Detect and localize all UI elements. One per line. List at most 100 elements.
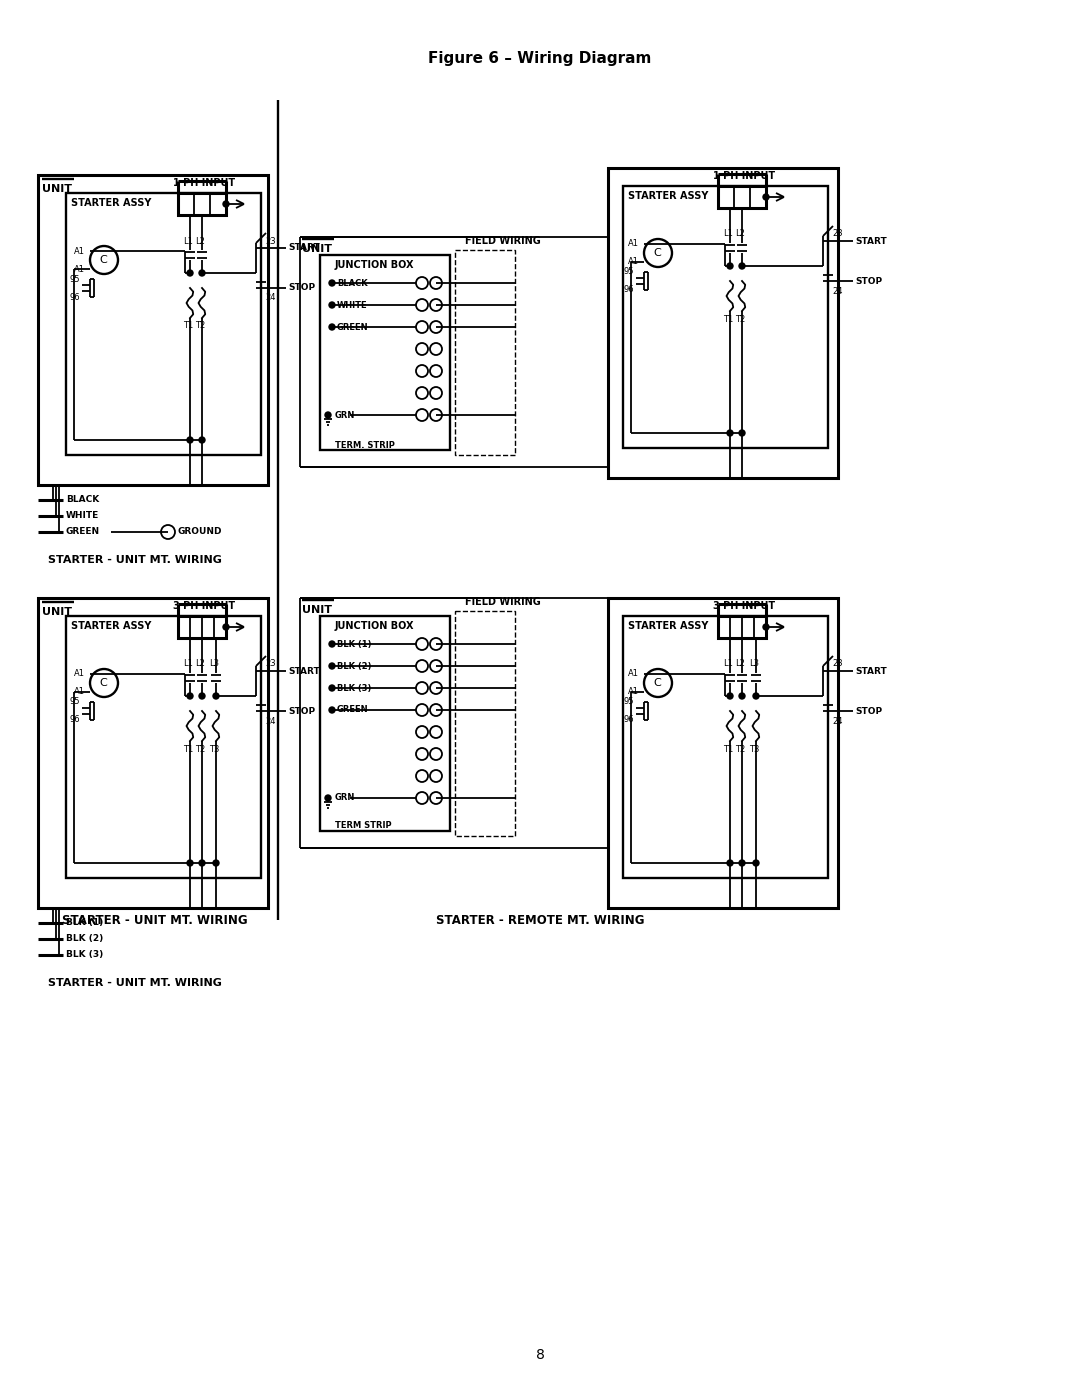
Circle shape <box>416 365 428 377</box>
Circle shape <box>416 659 428 672</box>
Circle shape <box>187 693 193 698</box>
Circle shape <box>199 861 205 866</box>
Circle shape <box>430 365 442 377</box>
Text: 95: 95 <box>623 697 634 707</box>
Circle shape <box>416 409 428 420</box>
Text: WHITE: WHITE <box>337 300 367 310</box>
Circle shape <box>430 726 442 738</box>
Text: STARTER ASSY: STARTER ASSY <box>71 198 151 208</box>
Circle shape <box>430 770 442 782</box>
Text: STARTER - UNIT MT. WIRING: STARTER - UNIT MT. WIRING <box>63 914 247 926</box>
Circle shape <box>329 664 335 669</box>
Text: UNIT: UNIT <box>42 608 72 617</box>
Bar <box>38 598 268 908</box>
Text: 23: 23 <box>265 236 275 246</box>
Text: START: START <box>855 236 887 246</box>
Text: L1: L1 <box>183 236 193 246</box>
Bar <box>623 186 828 448</box>
Text: A1: A1 <box>627 669 639 679</box>
Text: STARTER - UNIT MT. WIRING: STARTER - UNIT MT. WIRING <box>48 978 221 988</box>
Circle shape <box>325 412 330 418</box>
Text: T1: T1 <box>183 745 193 753</box>
Circle shape <box>199 270 205 277</box>
Circle shape <box>727 861 733 866</box>
Text: T3: T3 <box>210 745 219 753</box>
Bar <box>718 186 766 208</box>
Circle shape <box>430 792 442 805</box>
Text: GREEN: GREEN <box>337 705 368 714</box>
Circle shape <box>430 387 442 400</box>
Text: 8: 8 <box>536 1348 544 1362</box>
Circle shape <box>222 201 229 207</box>
Text: STARTER - UNIT MT. WIRING: STARTER - UNIT MT. WIRING <box>48 555 221 564</box>
Bar <box>320 256 450 450</box>
Circle shape <box>416 704 428 717</box>
Circle shape <box>753 693 759 698</box>
Circle shape <box>727 693 733 698</box>
Bar <box>320 616 450 831</box>
Text: A1: A1 <box>75 687 85 697</box>
Text: STOP: STOP <box>288 707 315 715</box>
Circle shape <box>213 861 219 866</box>
Circle shape <box>199 437 205 443</box>
Bar <box>455 610 515 835</box>
Bar <box>623 616 828 877</box>
Text: 95: 95 <box>623 267 634 277</box>
Text: 96: 96 <box>623 285 634 295</box>
Text: C: C <box>99 256 107 265</box>
Bar <box>608 168 838 478</box>
Circle shape <box>430 299 442 312</box>
Text: STOP: STOP <box>855 707 882 715</box>
Text: 23: 23 <box>265 659 275 669</box>
Text: GROUND: GROUND <box>178 528 222 536</box>
Text: L1: L1 <box>723 229 733 239</box>
Text: UNIT: UNIT <box>42 184 72 194</box>
Circle shape <box>739 693 745 698</box>
Text: L2: L2 <box>735 229 745 239</box>
Text: STOP: STOP <box>288 284 315 292</box>
Circle shape <box>430 704 442 717</box>
Text: L1: L1 <box>723 659 733 669</box>
Text: BLK (2): BLK (2) <box>337 662 372 671</box>
Text: GRN: GRN <box>335 411 355 419</box>
Text: START: START <box>288 666 320 676</box>
Bar <box>608 598 838 908</box>
Text: START: START <box>855 666 887 676</box>
Text: FIELD WIRING: FIELD WIRING <box>465 597 541 608</box>
Text: A1: A1 <box>627 239 639 249</box>
Text: STARTER ASSY: STARTER ASSY <box>627 622 708 631</box>
Circle shape <box>329 279 335 286</box>
Bar <box>66 193 261 455</box>
Circle shape <box>430 638 442 650</box>
Text: 3 PH INPUT: 3 PH INPUT <box>713 601 775 610</box>
Text: BLK (2): BLK (2) <box>66 935 104 943</box>
Circle shape <box>739 263 745 270</box>
Text: L3: L3 <box>210 659 219 669</box>
Text: 1 PH INPUT: 1 PH INPUT <box>173 177 235 189</box>
Text: STARTER ASSY: STARTER ASSY <box>627 191 708 201</box>
Circle shape <box>416 387 428 400</box>
Text: 24: 24 <box>832 717 842 725</box>
Circle shape <box>416 682 428 694</box>
Text: T2: T2 <box>195 321 205 331</box>
Text: UNIT: UNIT <box>302 605 332 615</box>
Bar <box>178 193 226 215</box>
Circle shape <box>329 302 335 307</box>
Circle shape <box>430 659 442 672</box>
Text: L2: L2 <box>195 659 205 669</box>
Text: L3: L3 <box>750 659 759 669</box>
Text: STARTER ASSY: STARTER ASSY <box>71 622 151 631</box>
Text: BLK (1): BLK (1) <box>337 640 372 648</box>
Bar <box>455 250 515 455</box>
Circle shape <box>329 685 335 692</box>
Circle shape <box>416 321 428 332</box>
Circle shape <box>727 263 733 270</box>
Circle shape <box>90 669 118 697</box>
Circle shape <box>739 861 745 866</box>
Text: T1: T1 <box>723 745 733 753</box>
Text: T2: T2 <box>735 745 745 753</box>
Circle shape <box>644 239 672 267</box>
Text: A1: A1 <box>627 257 639 267</box>
Text: 95: 95 <box>69 697 80 707</box>
Text: WHITE: WHITE <box>66 511 99 521</box>
